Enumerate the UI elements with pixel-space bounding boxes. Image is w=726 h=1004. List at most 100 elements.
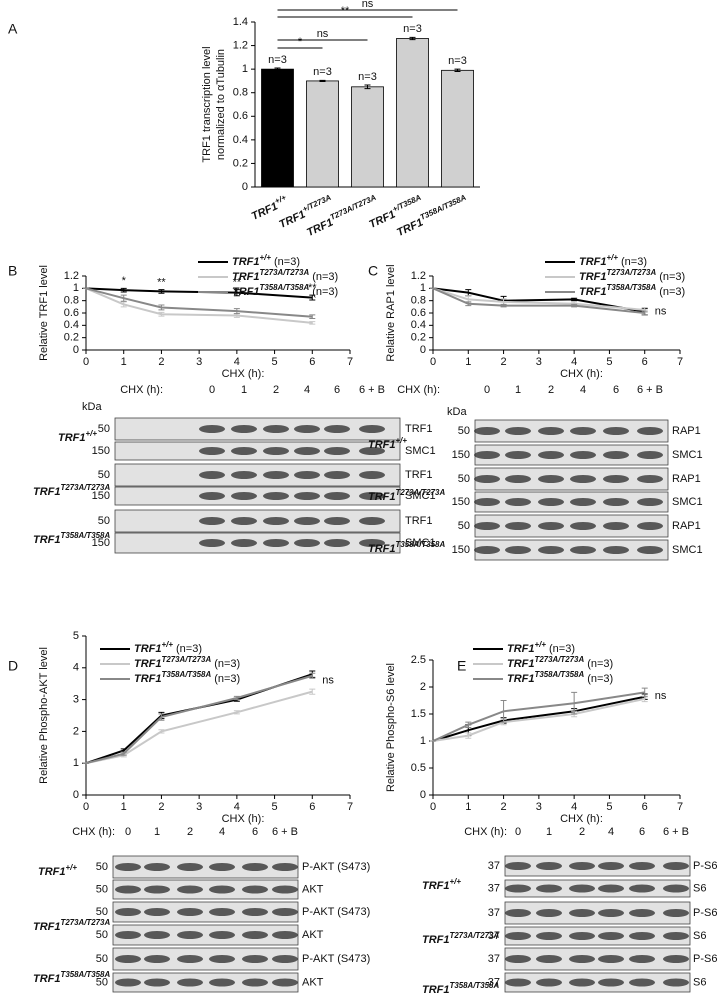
error-bar (641, 310, 648, 316)
genotype-label: TRF1T273A/T273A (368, 488, 445, 503)
legend-label: TRF1T273A/T273A (n=3) (134, 655, 240, 670)
blot-band (324, 447, 350, 455)
blot-band (177, 978, 203, 987)
blot-band (569, 955, 595, 963)
blot-band (569, 862, 595, 870)
error-bar (158, 304, 165, 311)
series-line (85, 674, 313, 765)
blot-band (505, 498, 531, 506)
lane-label: 0 (515, 826, 521, 838)
legend-label: TRF1T273A/T273A (n=3) (579, 268, 685, 283)
blot-strip (114, 532, 401, 554)
error-bar (364, 84, 371, 90)
x-tick-label: 7 (677, 356, 683, 368)
genotype-label: TRF1T273A/T273A (33, 483, 110, 498)
lane-label: 4 (219, 826, 225, 838)
bar (441, 69, 474, 188)
x-tick-label: 4 (571, 801, 577, 813)
row-label: SMC1 (672, 449, 703, 461)
blot-strip (504, 901, 691, 925)
legend-label: TRF1T358A/T358A (n=3) (507, 670, 613, 685)
x-tick-label: 5 (606, 801, 612, 813)
y-axis-title: TRF1 transcription level (201, 46, 213, 162)
x-tick-label: 2 (158, 356, 164, 368)
blot-band (637, 475, 663, 483)
y-tick-label: 3 (73, 694, 79, 706)
y-tick-label: 0.4 (64, 319, 79, 331)
blot-band (505, 932, 531, 940)
y-tick-label: 1 (73, 757, 79, 769)
mw-label: 37 (488, 930, 500, 942)
y-tick-label: 0.4 (233, 134, 248, 146)
blot-band (474, 522, 500, 530)
panel-letter: C (368, 263, 378, 279)
error-bar (233, 289, 240, 297)
error-bar (309, 294, 316, 301)
lane-label: 1 (515, 384, 521, 396)
blot-band (199, 471, 225, 479)
blot-band (242, 955, 268, 963)
significance-label: ns (317, 28, 329, 40)
blot-band (569, 884, 595, 893)
blot-band (324, 471, 350, 479)
blot-strip (504, 855, 691, 877)
y-tick-label: 0 (420, 344, 426, 356)
genotype-label: TRF1T358A/T358A (33, 531, 110, 546)
error-bar (120, 301, 127, 308)
blot-band (263, 447, 289, 455)
blot-band (629, 909, 655, 917)
mw-label: 37 (488, 860, 500, 872)
annotation: ns (655, 690, 667, 702)
blot-strip (504, 926, 691, 946)
blot-band (231, 517, 257, 525)
error-bar (571, 303, 578, 308)
blot-band (272, 908, 298, 916)
legend-label: TRF1+/+ (n=3) (134, 640, 202, 655)
point-label: ** (157, 276, 166, 288)
error-bar (274, 67, 281, 71)
x-tick-label: 6 (309, 801, 315, 813)
legend-label: TRF1T358A/T358A (n=3) (579, 283, 685, 298)
point-label: * (122, 275, 127, 287)
blot-band (324, 492, 350, 500)
y-tick-label: 1 (420, 282, 426, 294)
blot-band (144, 908, 170, 916)
blot-band (242, 931, 268, 939)
blot-band (569, 909, 595, 917)
blot-band (199, 447, 225, 455)
blot-band (263, 471, 289, 479)
error-bar (409, 36, 416, 41)
blot-band (570, 475, 596, 483)
panel-letter: B (8, 263, 17, 279)
mw-label: 50 (98, 423, 110, 435)
kda-label: kDa (447, 406, 467, 418)
legend-label: TRF1+/+ (n=3) (507, 640, 575, 655)
y-tick-label: 0.2 (233, 157, 248, 169)
blot-band (359, 471, 385, 479)
error-bar (158, 289, 165, 294)
blot-band (294, 471, 320, 479)
genotype-label: TRF1T273A/T273A (422, 931, 499, 946)
blot-band (629, 884, 655, 893)
blot-band (603, 546, 629, 554)
blot-band (115, 908, 141, 916)
panel-letter: A (8, 21, 18, 37)
bar (306, 80, 339, 188)
blot-band (209, 955, 235, 963)
row-label: SMC1 (405, 445, 436, 457)
blot-band (637, 498, 663, 506)
legend-label: TRF1T273A/T273A (n=3) (232, 268, 338, 283)
blot-band (115, 955, 141, 963)
genotype-label: TRF1T358A/T358A (422, 981, 499, 996)
x-tick-label: 6 (309, 356, 315, 368)
blot-band (598, 862, 624, 870)
series-line (85, 673, 313, 765)
x-tick-label: 4 (234, 356, 240, 368)
bar-label: n=3 (268, 54, 287, 66)
x-tick-label: 4 (571, 356, 577, 368)
blot-band (359, 539, 385, 547)
row-label: TRF1 (405, 469, 433, 481)
bar (396, 38, 429, 188)
y-tick-label: 0.8 (64, 295, 79, 307)
significance-label: * (298, 36, 303, 48)
